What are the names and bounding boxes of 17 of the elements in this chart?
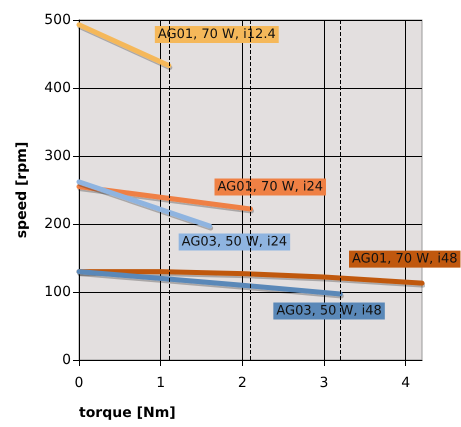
x-axis-title: torque [Nm] <box>79 405 176 421</box>
series-label: AG03, 50 W, i48 <box>276 304 382 319</box>
y-axis-title: speed [rpm] <box>14 142 30 238</box>
x-tick-label: 1 <box>156 375 166 391</box>
series-label: AG01, 70 W, i24 <box>218 180 323 195</box>
y-tick-label: 500 <box>44 12 71 28</box>
y-tick-label: 300 <box>44 148 71 164</box>
series-label: AG01, 70 W, i12.4 <box>158 27 276 42</box>
y-tick-label: 100 <box>44 284 71 300</box>
y-tick-label: 400 <box>44 80 71 96</box>
x-tick-label: 2 <box>238 375 247 391</box>
series-label: AG01, 70 W, i48 <box>352 252 458 267</box>
x-tick-label: 3 <box>320 375 328 391</box>
x-tick-label: 0 <box>74 375 84 391</box>
y-tick-label: 0 <box>62 352 71 368</box>
x-tick-label: 4 <box>401 375 410 391</box>
y-tick-label: 200 <box>44 216 71 232</box>
